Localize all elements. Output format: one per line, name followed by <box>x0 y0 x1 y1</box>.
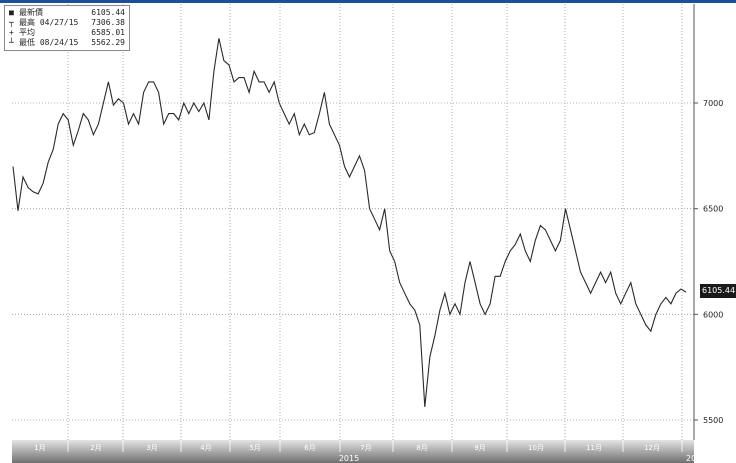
legend-low-value: 5562.29 <box>91 38 125 47</box>
x-tick-label: 12月 <box>644 444 660 452</box>
low-marker-icon: ┴ <box>9 38 14 47</box>
x-axis-bar <box>12 440 694 463</box>
x-tick-label: 3月 <box>146 444 157 452</box>
y-tick-label: 6500 <box>703 205 723 214</box>
legend-high-date: 04/27/15 <box>39 18 79 27</box>
legend-avg-value: 6585.01 <box>91 28 125 37</box>
high-marker-icon: ┬ <box>9 18 14 27</box>
y-axis: 5500 6000 6500 7000 <box>694 99 723 425</box>
grid <box>12 4 694 440</box>
legend-last-value: 6105.44 <box>91 8 125 17</box>
legend-avg-row: + 平均 6585.01 <box>9 28 125 38</box>
x-tick-label: 8月 <box>416 444 427 452</box>
x-tick-label: 11月 <box>586 444 602 452</box>
avg-marker-icon: + <box>9 28 14 37</box>
y-tick-label: 6000 <box>703 310 723 319</box>
top-border <box>0 0 736 3</box>
x-tick-label: 10月 <box>528 444 544 452</box>
legend-high-row: ┬ 最高 04/27/15 7306.38 <box>9 18 125 28</box>
x-tick-label: 1月 <box>34 444 45 452</box>
legend-low-date: 08/24/15 <box>39 38 79 47</box>
x-tick-label: 4月 <box>200 444 211 452</box>
last-price-tag: 6105.44 <box>700 284 736 298</box>
legend-high-label: 最高 <box>19 18 35 27</box>
x-tick-label: 5月 <box>249 444 260 452</box>
plot-area <box>12 4 694 440</box>
year-label: 2015 <box>339 454 359 463</box>
legend-low-label: 最低 <box>19 38 35 47</box>
next-year-label: 20' <box>686 454 698 463</box>
legend-high-value: 7306.38 <box>91 18 125 27</box>
legend-low-row: ┴ 最低 08/24/15 5562.29 <box>9 38 125 48</box>
x-axis: 1月 2月 3月 4月 5月 6月 7月 8月 9月 10月 11月 12月 <box>34 440 683 452</box>
price-series-line <box>12 38 687 407</box>
y-tick-label: 5500 <box>703 416 723 425</box>
legend-last-row: ■ 最新價 6105.44 <box>9 8 125 18</box>
legend-last-label: 最新價 <box>19 8 43 17</box>
x-tick-label: 2月 <box>90 444 101 452</box>
x-tick-label: 6月 <box>304 444 315 452</box>
legend-avg-label: 平均 <box>19 28 35 37</box>
x-tick-label: 9月 <box>474 444 485 452</box>
last-marker-icon: ■ <box>9 8 14 17</box>
y-tick-label: 7000 <box>703 99 723 108</box>
legend: ■ 最新價 6105.44 ┬ 最高 04/27/15 7306.38 + 平均 65… <box>4 5 130 51</box>
x-tick-label: 7月 <box>360 444 371 452</box>
